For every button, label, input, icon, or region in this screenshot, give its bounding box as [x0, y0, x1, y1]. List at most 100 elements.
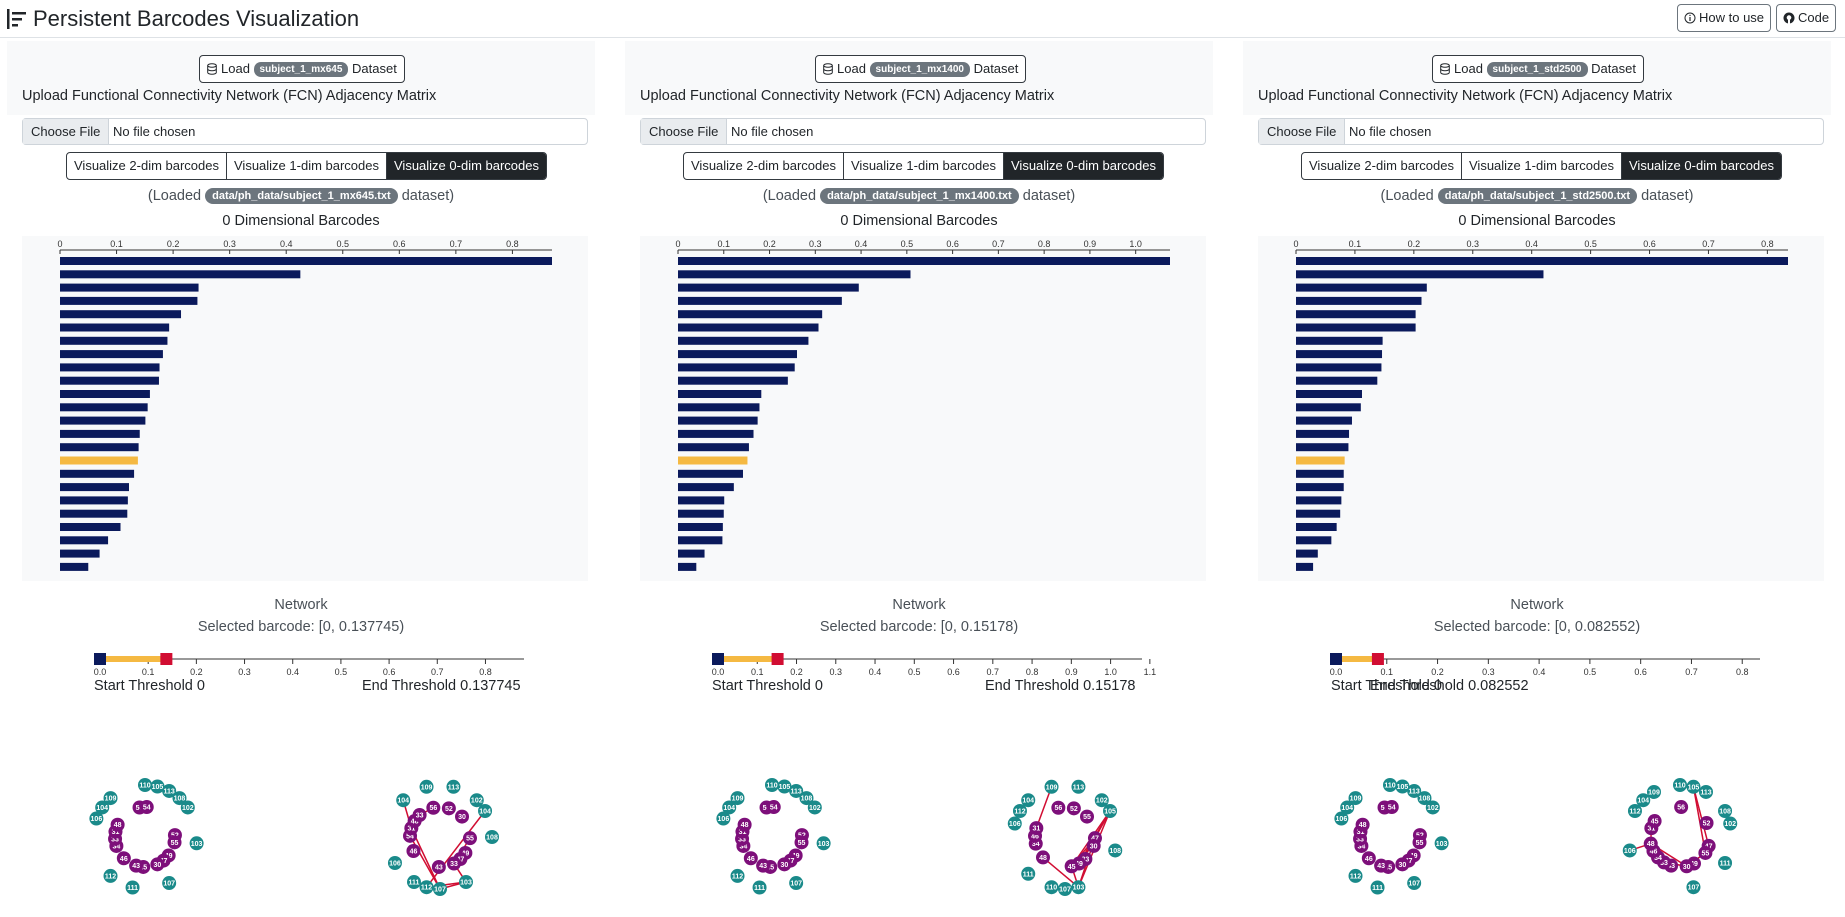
- barcode-bar[interactable]: [60, 562, 89, 571]
- network-node[interactable]: [1021, 793, 1036, 808]
- barcode-bar[interactable]: [60, 376, 159, 385]
- visualize-1dim-button[interactable]: Visualize 1-dim barcodes: [1461, 153, 1621, 179]
- network-node[interactable]: [89, 811, 104, 826]
- barcode-bar[interactable]: [678, 390, 762, 398]
- network-node[interactable]: [1686, 880, 1701, 895]
- end-threshold-handle[interactable]: [160, 653, 173, 665]
- barcode-bar[interactable]: [60, 390, 150, 398]
- network-node[interactable]: [172, 791, 187, 806]
- barcode-bar[interactable]: [1296, 310, 1416, 319]
- network-node[interactable]: [737, 817, 752, 832]
- barcode-bar[interactable]: [60, 443, 139, 452]
- network-node[interactable]: [1647, 784, 1661, 799]
- file-input[interactable]: Choose File No file chosen: [1258, 118, 1824, 145]
- network-node[interactable]: [1622, 843, 1637, 858]
- choose-file-button[interactable]: Choose File: [23, 119, 110, 144]
- network-node[interactable]: [1044, 779, 1059, 794]
- barcode-bar[interactable]: [678, 336, 809, 345]
- network-node[interactable]: [446, 856, 461, 871]
- barcode-bar[interactable]: [678, 536, 723, 545]
- barcode-bar[interactable]: [60, 270, 301, 279]
- choose-file-button[interactable]: Choose File: [641, 119, 728, 144]
- barcode-bar[interactable]: [60, 283, 199, 292]
- network-node[interactable]: [138, 778, 152, 792]
- network-node[interactable]: [722, 800, 737, 815]
- barcode-bar[interactable]: [60, 296, 198, 305]
- barcode-bar[interactable]: [1296, 257, 1788, 265]
- start-threshold-handle[interactable]: [1330, 653, 1342, 665]
- network-node[interactable]: [129, 858, 144, 873]
- load-dataset-button[interactable]: Load subject_1_mx645 Dataset: [199, 55, 405, 83]
- barcode-bar[interactable]: [60, 323, 170, 332]
- network-node[interactable]: [1051, 800, 1066, 815]
- network-node[interactable]: [730, 791, 745, 806]
- network-node[interactable]: [794, 835, 809, 850]
- network-node[interactable]: [1094, 793, 1109, 808]
- barcode-bar[interactable]: [60, 509, 128, 518]
- barcode-bar[interactable]: [678, 283, 859, 292]
- choose-file-button[interactable]: Choose File: [1259, 119, 1346, 144]
- barcode-bar[interactable]: [60, 416, 146, 425]
- network-node[interactable]: [406, 843, 421, 858]
- network-node[interactable]: [431, 859, 446, 874]
- selected-barcode-bar[interactable]: [678, 456, 748, 465]
- network-node[interactable]: [1108, 843, 1123, 858]
- network-node[interactable]: [387, 856, 402, 870]
- network-node[interactable]: [116, 851, 131, 866]
- barcode-bar[interactable]: [678, 323, 819, 332]
- threshold-slider[interactable]: 0.0 0.1 0.2 0.3 0.4 0.5 0.6 0.7 0.8: [1323, 647, 1783, 683]
- load-dataset-button[interactable]: Load subject_1_std2500 Dataset: [1432, 55, 1644, 83]
- network-node[interactable]: [1348, 868, 1363, 883]
- start-threshold-handle[interactable]: [712, 653, 724, 665]
- network-node[interactable]: [407, 875, 421, 890]
- barcode-bar[interactable]: [678, 257, 1170, 265]
- barcode-bar[interactable]: [60, 350, 163, 359]
- network-node[interactable]: [150, 857, 165, 872]
- barcode-bar[interactable]: [678, 376, 788, 385]
- network-node[interactable]: [1417, 791, 1432, 806]
- network-node[interactable]: [1718, 856, 1733, 870]
- network-node[interactable]: [162, 876, 177, 891]
- network-node[interactable]: [1647, 814, 1662, 829]
- network-node[interactable]: [469, 793, 484, 808]
- barcode-bar[interactable]: [60, 549, 100, 558]
- network-node[interactable]: [180, 800, 195, 815]
- barcode-bar[interactable]: [1296, 323, 1416, 332]
- network-node[interactable]: [167, 835, 182, 850]
- network-node[interactable]: [103, 791, 118, 806]
- network-node[interactable]: [459, 875, 473, 890]
- network-node[interactable]: [752, 880, 767, 895]
- network-node[interactable]: [1340, 800, 1355, 815]
- barcode-bar[interactable]: [1296, 296, 1422, 305]
- visualize-2dim-button[interactable]: Visualize 2-dim barcodes: [1309, 158, 1454, 173]
- network-node[interactable]: [441, 801, 456, 816]
- network-node[interactable]: [789, 783, 804, 798]
- barcode-bar[interactable]: [1296, 562, 1314, 571]
- barcode-bar[interactable]: [678, 523, 723, 531]
- network-node[interactable]: [189, 836, 204, 851]
- network-node[interactable]: [1395, 857, 1410, 872]
- barcode-bar[interactable]: [1296, 283, 1427, 292]
- network-node[interactable]: [816, 836, 831, 851]
- network-node[interactable]: [1383, 778, 1397, 792]
- barcode-bar[interactable]: [678, 549, 705, 558]
- network-node[interactable]: [433, 882, 447, 896]
- how-to-use-button[interactable]: How to use: [1677, 4, 1772, 32]
- network-node[interactable]: [150, 779, 165, 794]
- end-threshold-handle[interactable]: [1371, 653, 1384, 665]
- visualize-0dim-button[interactable]: Visualize 0-dim barcodes: [386, 153, 546, 179]
- barcode-bar[interactable]: [60, 429, 140, 438]
- file-input[interactable]: Choose File No file chosen: [640, 118, 1206, 145]
- network-node[interactable]: [777, 857, 792, 872]
- network-node[interactable]: [1674, 800, 1689, 815]
- network-node[interactable]: [807, 800, 822, 815]
- barcode-bar[interactable]: [60, 496, 128, 505]
- barcode-bar[interactable]: [678, 270, 911, 279]
- end-threshold-handle[interactable]: [771, 653, 784, 665]
- barcode-bar[interactable]: [678, 310, 823, 319]
- barcode-bar[interactable]: [678, 350, 797, 359]
- network-node[interactable]: [1064, 859, 1079, 874]
- network-node[interactable]: [1103, 804, 1118, 818]
- network-node[interactable]: [1627, 804, 1642, 818]
- barcode-bar[interactable]: [678, 416, 758, 425]
